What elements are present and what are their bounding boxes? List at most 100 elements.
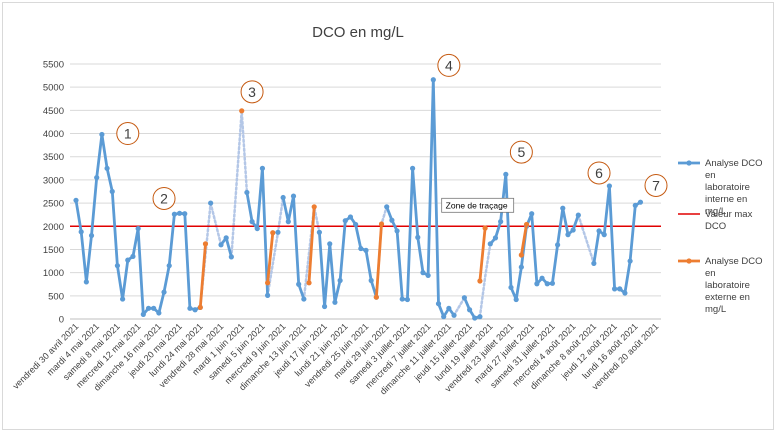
internal-point [259,165,266,171]
internal-point [570,227,576,233]
internal-point [555,242,561,248]
internal-point [611,286,618,292]
internal-point [498,219,504,225]
internal-line [219,236,233,259]
internal-point [420,270,426,276]
internal-point [358,245,364,252]
internal-point [156,310,162,316]
internal-point [125,257,131,263]
internal-point [120,296,126,302]
annotation-label: 6 [595,165,603,181]
internal-point [518,264,524,270]
internal-point [441,314,447,320]
external-point [311,204,317,210]
annotation-circle [644,173,668,197]
internal-point [104,165,110,171]
external-line [520,222,528,257]
external-point [306,280,312,286]
internal-point [290,193,297,199]
internal-point [627,258,633,264]
series-external [197,108,530,311]
internal-point [342,218,348,224]
y-tick-label: 3000 [43,175,64,186]
gap-connector [266,231,280,297]
internal-point [389,217,395,223]
internal-point [503,171,509,177]
internal-line [592,184,642,295]
legend-label: Analyse DCO en laboratoire externe en mg/L [705,256,763,315]
internal-point [410,165,416,171]
internal-point [617,286,623,292]
y-tick-label: 2500 [43,199,64,210]
internal-point [228,254,234,260]
external-point [373,294,379,300]
gap-connector [209,201,223,247]
internal-point [332,299,338,305]
y-tick-label: 5500 [43,60,64,71]
internal-point [601,232,607,238]
y-tick-label: 4000 [43,129,64,140]
internal-point [549,280,556,286]
legend-marker [686,258,692,264]
annotation-circle [437,53,461,77]
internal-point [544,281,550,287]
internal-point [265,292,271,298]
tooltip-box [441,197,515,213]
internal-point [637,199,644,205]
internal-point [254,225,260,232]
series-internal [73,77,644,321]
chart-area: DCO en mg/L 0 500 1000 1500 2000 2500 3000 3500… [2,2,774,430]
external-point [378,221,385,227]
external-point [265,280,271,286]
internal-point [353,221,359,228]
internal-point [508,284,514,291]
internal-point [316,229,322,235]
external-line [374,222,383,299]
internal-point [363,247,369,253]
internal-point [171,211,177,217]
internal-point [296,281,302,287]
external-point [270,230,276,236]
external-point [239,108,245,114]
internal-point [632,202,638,209]
annotation-circle [152,186,176,210]
internal-point [565,232,571,238]
internal-point [192,307,198,313]
internal-point [415,234,421,240]
y-tick-label: 500 [48,291,64,302]
internal-point [161,289,167,295]
internal-point [539,275,545,281]
annotation-label: 3 [248,84,256,100]
internal-point [208,200,214,206]
internal-point [135,225,141,232]
internal-point [492,235,499,241]
internal-point [244,189,250,196]
internal-point [513,296,519,303]
annotation-label: 2 [160,190,168,206]
annotation-circle [240,80,264,104]
internal-point [529,211,535,217]
legend-marker [686,160,692,166]
internal-point [435,301,442,307]
external-point [477,278,483,284]
internal-point [337,277,343,284]
internal-point [218,242,224,248]
internal-line [462,296,482,320]
internal-point [130,253,136,260]
internal-point [151,305,157,311]
internal-point [404,296,411,303]
internal-point [534,281,540,287]
internal-line [317,215,378,308]
annotation-circle [587,161,611,185]
annotation-label: 5 [517,144,525,160]
internal-point [384,204,390,210]
internal-point [140,311,146,317]
internal-point [425,272,431,279]
legend-label: Valeur max DCO [705,209,753,232]
plot-area-tooltip: Zone de traçage [441,197,515,213]
internal-point [114,263,121,269]
internal-point [73,197,79,203]
y-tick-label: 1000 [43,268,64,279]
internal-point [321,303,328,310]
internal-point [182,211,188,217]
